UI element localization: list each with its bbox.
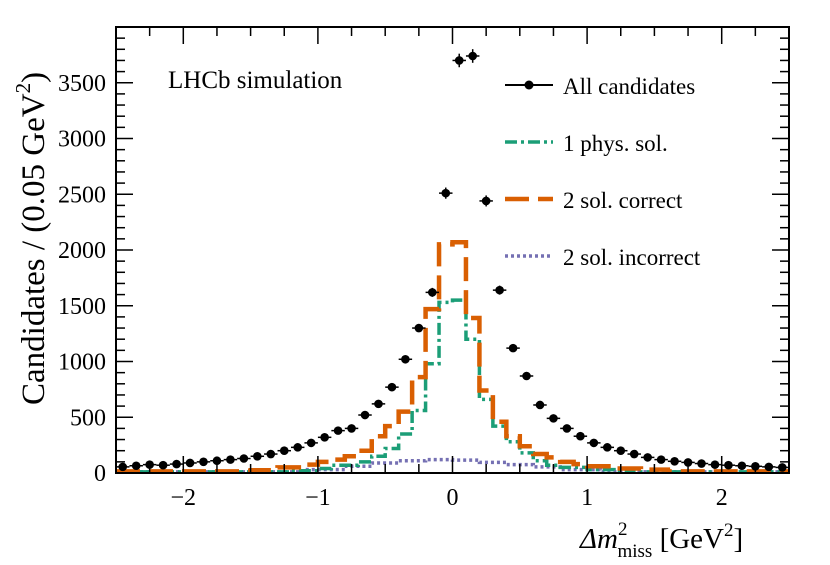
legend-marker-dot: [524, 80, 534, 90]
y-tick-label: 2000: [58, 238, 106, 264]
data-point: [654, 455, 668, 464]
data-point: [371, 399, 386, 409]
data-point: [721, 460, 736, 470]
y-tick-label: 3000: [58, 127, 106, 153]
data-point: [156, 460, 170, 470]
data-point: [600, 443, 615, 452]
legend-item-sol2i: 2 sol. incorrect: [505, 245, 701, 270]
data-point: [506, 343, 520, 353]
data-point: [223, 455, 238, 464]
data-point: [398, 354, 413, 364]
data-point: [196, 457, 211, 467]
data-point: [708, 460, 722, 469]
legend-item-sol2c: 2 sol. correct: [505, 188, 683, 213]
data-point: [573, 431, 588, 441]
data-point: [439, 187, 453, 199]
data-point: [183, 458, 197, 468]
data-point: [533, 400, 547, 410]
x-tick-label: 1: [581, 485, 593, 511]
data-point: [614, 446, 628, 456]
legend-item-all: All candidates: [505, 74, 695, 99]
tick-label-layer: −2 −1 0 1 2 0 500 1000 1500 2000 2500 3000 3500: [58, 71, 728, 511]
data-point: [344, 424, 359, 433]
data-point: [452, 53, 466, 68]
data-point: [317, 433, 332, 442]
x-tick-label: 2: [716, 485, 728, 511]
y-tick-label: 0: [94, 461, 106, 487]
legend-label: 2 sol. correct: [563, 188, 683, 213]
legend-label: All candidates: [563, 74, 695, 99]
x-axis-label-prefix: Δm: [579, 523, 618, 555]
y-axis-label-main: Candidates / (0.05 GeV: [16, 93, 52, 405]
data-point: [116, 462, 130, 472]
y-tick-label: 1000: [58, 350, 106, 376]
data-point: [210, 456, 224, 466]
x-axis-label-sub: miss: [617, 541, 652, 562]
x-tick-label: −2: [171, 485, 197, 511]
y-tick-label: 3500: [58, 71, 106, 97]
legend-label: 1 phys. sol.: [563, 131, 668, 156]
data-point: [492, 285, 507, 295]
x-axis-label-unit-close: ]: [734, 523, 744, 555]
y-axis-label: Candidates / (0.05 GeV2): [11, 72, 52, 405]
data-point: [640, 453, 655, 462]
x-axis-label-unit: [GeV: [652, 523, 724, 555]
data-point: [775, 463, 789, 472]
histogram-layer: [116, 239, 789, 474]
data-point: [762, 462, 776, 472]
histogram-phys1: [116, 298, 789, 474]
data-point: [129, 461, 143, 471]
x-axis-label-unit-sup: 2: [724, 520, 734, 541]
data-point: [694, 459, 709, 468]
data-point: [681, 458, 695, 467]
legend: All candidates 1 phys. sol. 2 sol. correct…: [505, 74, 701, 270]
x-axis-label: Δm2 miss [GeV2]: [579, 519, 743, 562]
data-point: [169, 459, 184, 469]
tick-layer: [115, 26, 790, 474]
data-point: [412, 323, 426, 333]
y-tick-label: 2500: [58, 182, 106, 208]
y-tick-label: 500: [70, 405, 106, 431]
data-point: [735, 461, 749, 471]
data-point: [479, 195, 493, 207]
data-point: [627, 449, 641, 459]
data-point: [385, 382, 399, 392]
x-axis-label-sup: 2: [618, 519, 628, 540]
x-tick-label: 0: [447, 485, 459, 511]
chart-title: LHCb simulation: [168, 67, 343, 94]
data-point: [587, 438, 601, 448]
histogram-sol2c: [116, 239, 789, 474]
data-point: [250, 451, 265, 461]
y-axis-label-close: ): [16, 72, 52, 83]
data-point: [560, 424, 574, 433]
data-points-layer: [116, 49, 789, 472]
data-point: [290, 443, 305, 452]
data-point: [358, 410, 372, 420]
data-point: [331, 426, 345, 435]
y-axis-label-sup: 2: [11, 83, 35, 94]
data-point: [425, 287, 440, 297]
data-point: [264, 449, 278, 459]
legend-label: 2 sol. incorrect: [563, 245, 701, 270]
data-point: [277, 446, 291, 456]
data-point: [546, 414, 561, 423]
legend-item-phys1: 1 phys. sol.: [505, 131, 668, 156]
data-point: [667, 456, 682, 466]
x-tick-label: −1: [305, 485, 331, 511]
y-tick-label: 1500: [58, 294, 106, 320]
data-point: [237, 454, 251, 463]
data-point: [304, 438, 318, 448]
data-point: [519, 371, 534, 381]
data-point: [465, 49, 480, 63]
